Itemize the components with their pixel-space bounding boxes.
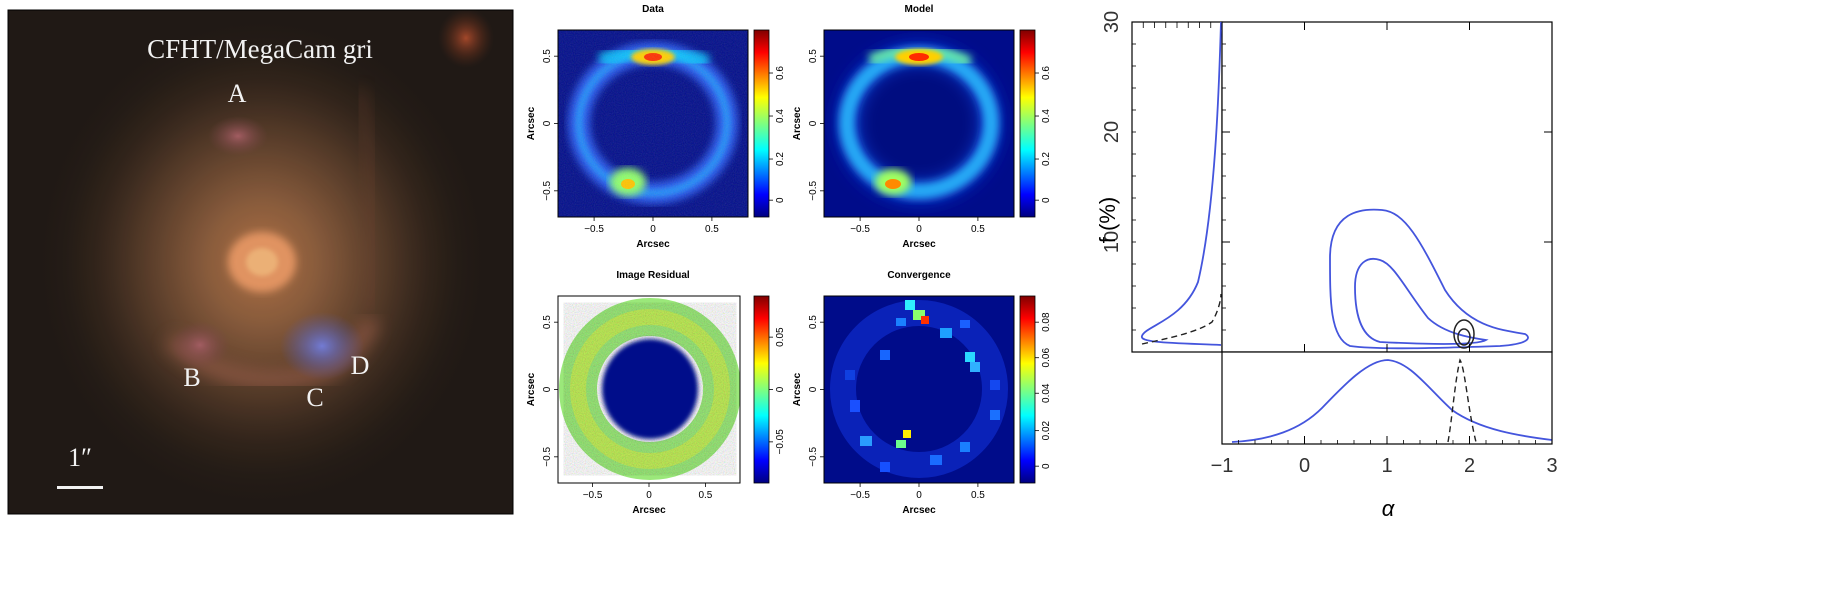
f-marginal-dashed: [1141, 293, 1222, 345]
y-axis-label: f (%): [1095, 197, 1120, 243]
x-axis-label-arcsec: Arcsec: [902, 239, 936, 250]
y-axis-label-arcsec: Arcsec: [792, 106, 803, 140]
x-tick-label: 0: [916, 224, 922, 235]
colorbar-model: [1019, 29, 1036, 218]
colorbar-tick-label: 0.04: [1041, 383, 1052, 403]
y-axis-label-arcsec: Arcsec: [792, 372, 803, 406]
photo-frame: [7, 9, 514, 515]
panel-title-data: Data: [642, 4, 664, 15]
x-tick-label: 0: [1299, 455, 1310, 477]
black-contour-outer: [1453, 319, 1475, 349]
colorbar-tick-label: 0.2: [775, 152, 786, 166]
colorbar-tick-label: 0: [775, 386, 786, 392]
joint-panel: [1221, 21, 1553, 353]
y-tick-label: 0.5: [808, 315, 819, 329]
alpha-marginal-dashed: [1447, 358, 1477, 443]
colorbar-tick-label: −0.05: [775, 429, 786, 455]
x-tick-label: 0: [646, 490, 652, 501]
colorbar-tick-label: 0.06: [1041, 348, 1052, 368]
scale-label: 1″: [68, 443, 92, 472]
colorbar-tick-label: 0.2: [1041, 152, 1052, 166]
y-tick-label: 0: [542, 120, 553, 126]
lens-color-image: [8, 10, 513, 514]
scale-bar: [57, 486, 103, 489]
y-tick-label: −0.5: [808, 447, 819, 467]
alpha-marginal-blue: [1231, 359, 1553, 443]
colorbar-tick-label: 0.08: [1041, 312, 1052, 332]
colorbar-tick-label: 0.6: [1041, 66, 1052, 80]
y-tick-label: −0.5: [542, 447, 553, 467]
blue-contour-outer: [1329, 208, 1529, 350]
image-label-a: A: [228, 79, 247, 108]
colorbar-tick-label: 0.4: [1041, 109, 1052, 123]
x-tick-label: −1: [1211, 455, 1234, 477]
x-tick-label: 0: [916, 490, 922, 501]
triangle-plot: −1 0 1 2 3 10 20 30 α f (%): [1095, 11, 1558, 521]
x-tick-label: −0.5: [583, 490, 603, 501]
colorbar-tick-label: 0.4: [775, 109, 786, 123]
photo-title: CFHT/MegaCam gri: [147, 34, 373, 64]
y-tick-label: 10: [1101, 231, 1123, 253]
x-axis-label-arcsec: Arcsec: [632, 505, 666, 516]
y-tick-label: −0.5: [542, 181, 553, 201]
panel-residual: Image Residual −0.05 0 0.05: [557, 270, 786, 484]
colorbar-residual: [753, 295, 770, 484]
x-tick-label: 0: [650, 224, 656, 235]
y-tick-label: 0: [808, 386, 819, 392]
panel-model: Model 0 0.2 0.4 0.6: [823, 4, 1052, 218]
colorbar-tick-label: 0.02: [1041, 420, 1052, 440]
x-axis-label-arcsec: Arcsec: [636, 239, 670, 250]
x-tick-label: 0.5: [971, 490, 985, 501]
y-axis-label-arcsec: Arcsec: [526, 372, 537, 406]
x-tick-label: −0.5: [850, 224, 870, 235]
image-label-b: B: [183, 363, 200, 392]
f-marginal-panel: [1131, 21, 1223, 353]
x-tick-label: 0.5: [698, 490, 712, 501]
y-tick-label: 0.5: [542, 315, 553, 329]
x-tick-label: 3: [1546, 455, 1557, 477]
x-tick-label: 1: [1381, 455, 1392, 477]
black-contour-inner: [1457, 328, 1471, 346]
y-tick-label: 0: [808, 120, 819, 126]
panel-title-model: Model: [905, 4, 934, 15]
x-axis-label: α: [1382, 496, 1396, 521]
colorbar-tick-label: 0.05: [775, 327, 786, 347]
blue-contour-inner: [1354, 258, 1489, 345]
panel-title-convergence: Convergence: [887, 270, 951, 281]
x-tick-label: 2: [1464, 455, 1475, 477]
y-tick-label: 0.5: [542, 49, 553, 63]
colorbar-tick-label: 0: [1041, 197, 1052, 203]
y-tick-label: 0: [542, 386, 553, 392]
panel-convergence: Convergence 0 0.02 0.04 0.06 0.08: [823, 270, 1052, 484]
alpha-marginal-panel: [1221, 351, 1553, 445]
panel-data: Data 0 0.2 0.4 0.6: [557, 4, 786, 218]
panel-axes: −0.5 −0.5 0 0 0.5 0.5 Arcsec Arcsec −0.5 −0.5 0 0 0.…: [526, 49, 985, 516]
y-tick-label: 30: [1101, 11, 1123, 33]
y-tick-label: −0.5: [808, 181, 819, 201]
y-axis-label-arcsec: Arcsec: [526, 106, 537, 140]
x-axis-label-arcsec: Arcsec: [902, 505, 936, 516]
colorbar-tick-label: 0.6: [775, 66, 786, 80]
y-tick-label: 0.5: [808, 49, 819, 63]
y-tick-label: 20: [1101, 121, 1123, 143]
colorbar-tick-label: 0: [1041, 463, 1052, 469]
colorbar-data: [753, 29, 770, 218]
colorbar-tick-label: 0: [775, 197, 786, 203]
x-tick-label: 0.5: [971, 224, 985, 235]
image-label-d: D: [351, 351, 370, 380]
x-tick-label: −0.5: [850, 490, 870, 501]
colorbar-convergence: [1019, 295, 1036, 484]
image-label-c: C: [306, 383, 323, 412]
x-tick-label: 0.5: [705, 224, 719, 235]
panel-title-residual: Image Residual: [616, 270, 690, 281]
x-tick-label: −0.5: [584, 224, 604, 235]
